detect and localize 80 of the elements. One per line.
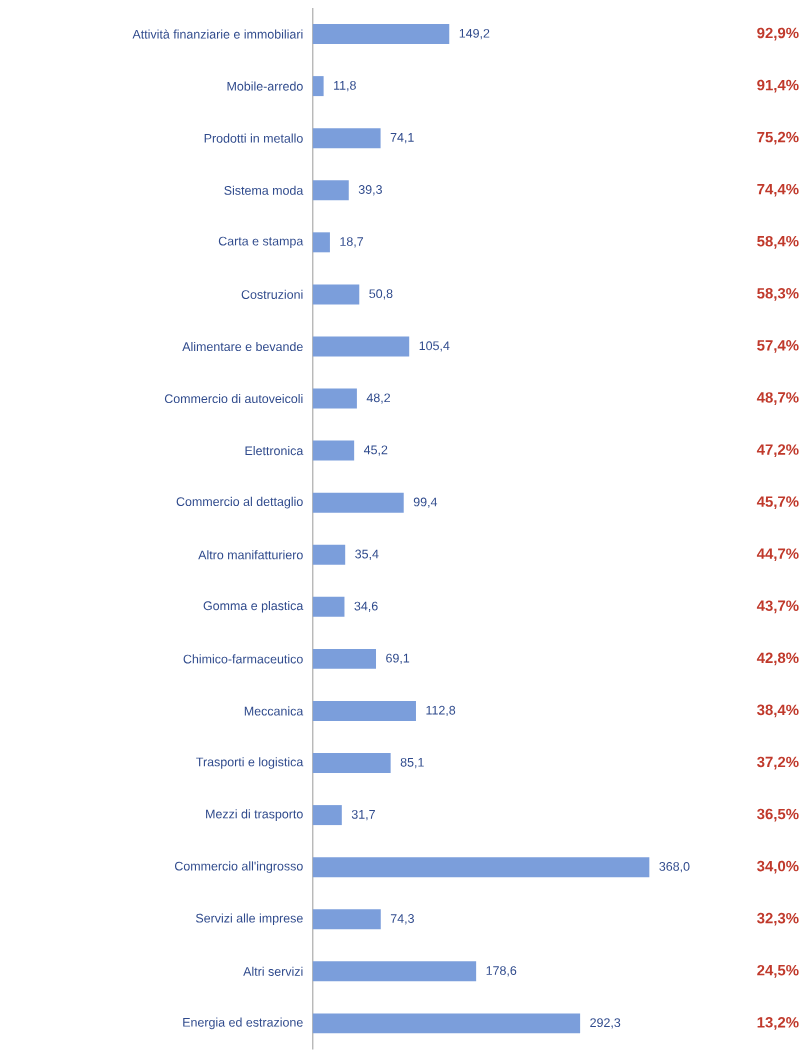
text: 47,2% [757,444,799,457]
bar [313,1013,581,1034]
data-label: 74,3 [391,914,415,925]
y-tick-label: Costruzioni [241,289,303,299]
y-tick-label: Altri servizi [243,966,303,976]
data-label: 105,4 [419,341,450,352]
bar [313,753,391,774]
data-label: 85,1 [400,757,424,769]
bar [313,700,417,721]
y-tick-label: Prodotti in metallo [204,133,303,143]
y-tick-label: Commercio di autoveicoli [165,393,303,404]
bar [313,284,360,305]
y-tick-label: Mobile-arredo [227,81,304,91]
bar [313,544,346,565]
bar [313,596,345,617]
text: 75,2% [757,131,799,145]
bar [313,492,404,513]
y-tick-label: Commercio al dettaglio [176,496,303,509]
data-label: 18,7 [340,237,364,248]
text: 44,7% [757,548,799,562]
data-label: 74,1 [390,133,414,144]
text: 24,5% [757,964,799,978]
y-tick-label: Mezzi di trasporto [206,809,303,821]
bar [313,909,381,930]
y-tick-label: Energia ed estrazione [183,1017,303,1030]
data-label: 50,8 [369,289,393,300]
data-label: 34,6 [354,601,378,612]
y-tick-label: Attività finanziarie e immobiliari [132,29,303,39]
bar [313,24,450,45]
data-label: 292,3 [590,1018,621,1029]
text: 48,7% [757,392,799,405]
bar [313,388,358,409]
data-label: 178,6 [486,966,517,977]
y-tick-label: Altro manifatturiero [198,550,303,560]
bar [313,961,477,982]
bar [313,857,650,878]
text: 32,3% [757,912,799,926]
y-tick-label: Chimico-farmaceutico [183,654,304,664]
data-label: 69,1 [386,653,410,665]
text: 38,4% [757,704,799,718]
text: 91,4% [757,79,799,93]
y-tick-label: Elettronica [245,446,304,456]
bar [313,440,355,461]
bar [313,76,324,97]
text: 92,9% [757,27,799,41]
data-label: 149,2 [459,28,490,40]
text: 13,2% [757,1017,799,1030]
text: 34,0% [757,860,799,874]
text: 42,8% [757,652,799,666]
y-tick-label: Servizi alle imprese [196,913,303,926]
y-tick-label: Carta e stampa [219,236,304,248]
y-tick-label: Sistema moda [224,185,304,195]
data-label: 39,3 [358,185,383,196]
text: 43,7% [757,600,799,614]
bar [313,336,410,357]
data-label: 99,4 [414,497,438,508]
y-tick-label: Commercio all'ingrosso [175,861,303,873]
y-tick-label: Gomma e plastica [203,601,304,613]
bar [313,648,377,669]
y-tick-label: Alimentare e bevande [182,341,303,352]
text: 37,2% [757,756,799,770]
text: 36,5% [757,808,799,822]
data-label: 45,2 [364,445,388,456]
data-label: 35,4 [355,549,379,560]
bar [313,128,381,149]
data-label: 48,2 [366,393,391,404]
y-tick-label: Trasporti e logistica [196,757,304,769]
bar [313,232,331,253]
data-label: 368,0 [659,862,690,873]
bar [313,805,343,826]
text: 74,4% [757,183,799,197]
text: 57,4% [757,340,799,353]
data-label: 11,8 [334,80,357,92]
y-tick-label: Meccanica [245,706,304,716]
bar [313,180,349,201]
data-label: 31,7 [352,809,376,821]
text: 58,4% [757,235,799,249]
data-label: 112,8 [426,705,456,717]
text: 58,3% [757,288,799,301]
text: 45,7% [757,496,799,510]
